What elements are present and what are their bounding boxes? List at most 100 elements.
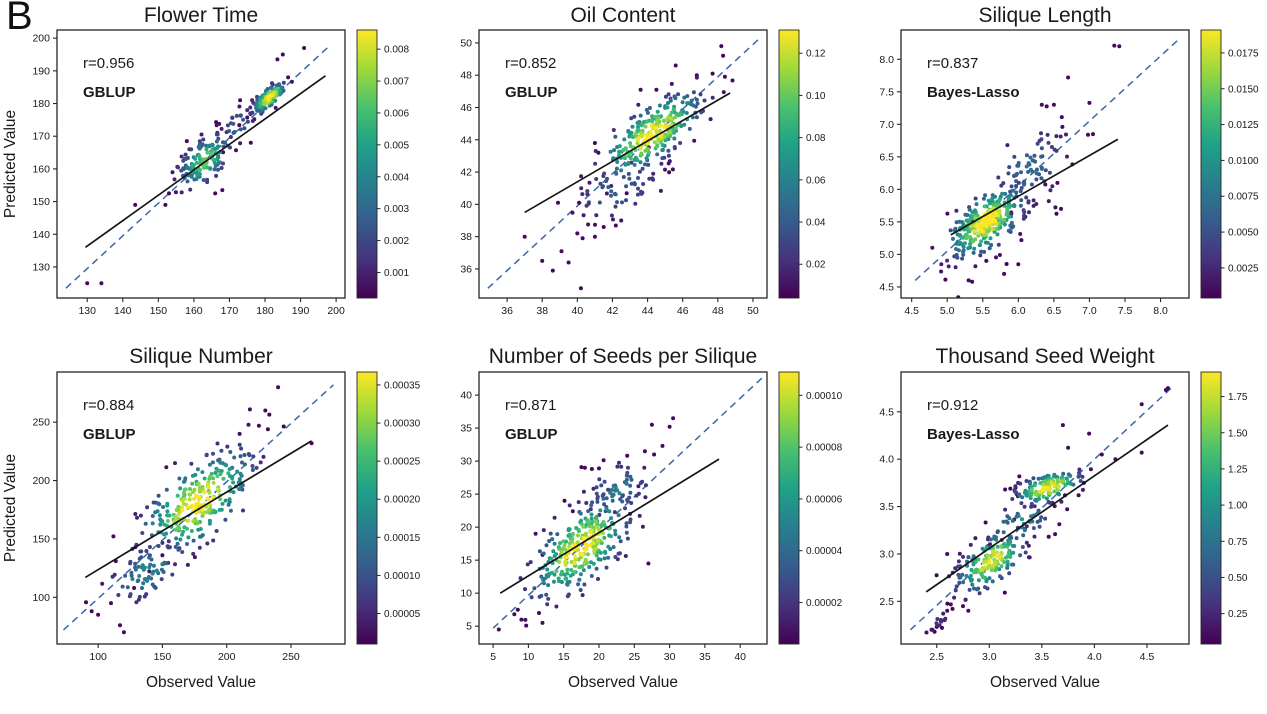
- fit-line: [84, 75, 326, 249]
- svg-text:3.5: 3.5: [1035, 651, 1050, 663]
- y-axis-label: Predicted Value: [2, 110, 19, 218]
- svg-text:1.50: 1.50: [1228, 428, 1248, 439]
- svg-text:0.00030: 0.00030: [384, 419, 421, 430]
- svg-text:100: 100: [32, 592, 50, 604]
- svg-text:7.0: 7.0: [1082, 305, 1097, 317]
- r-annotation: r=0.912: [927, 397, 978, 414]
- svg-text:0.25: 0.25: [1228, 609, 1248, 620]
- svg-text:6.5: 6.5: [1047, 305, 1062, 317]
- svg-text:35: 35: [460, 423, 472, 435]
- x-axis: 2.5 3.0 3.5 4.0 4.5: [929, 644, 1154, 663]
- method-annotation: GBLUP: [83, 426, 136, 443]
- svg-text:10: 10: [523, 651, 535, 663]
- scatter-chart: 36 38 40 42 44 46 48 50 36 38 40 42 44 46 48 50 0.02 0.04…: [460, 4, 826, 317]
- svg-text:0.004: 0.004: [384, 172, 409, 183]
- svg-text:0.0075: 0.0075: [1228, 192, 1259, 203]
- svg-text:4.5: 4.5: [1140, 651, 1155, 663]
- svg-text:0.00006: 0.00006: [806, 494, 843, 505]
- svg-text:1.25: 1.25: [1228, 464, 1248, 475]
- y-axis: 130 140 150 160 170 180 190 200: [32, 33, 57, 273]
- x-axis: 36 38 40 42 44 46 48 50: [501, 298, 759, 317]
- svg-text:44: 44: [460, 134, 472, 146]
- svg-text:150: 150: [154, 651, 172, 663]
- svg-text:4.5: 4.5: [904, 305, 919, 317]
- svg-text:0.008: 0.008: [384, 45, 409, 56]
- svg-text:7.0: 7.0: [879, 119, 894, 131]
- svg-text:0.06: 0.06: [806, 175, 826, 186]
- svg-text:5.0: 5.0: [940, 305, 955, 317]
- scatter-panel-silique-number: 100 150 200 250 100 150 200 250 0.00005 0.00010 0.…: [0, 341, 422, 714]
- svg-text:38: 38: [536, 305, 548, 317]
- fit-line: [950, 138, 1119, 236]
- svg-text:48: 48: [712, 305, 724, 317]
- x-axis-label: Observed Value: [146, 674, 256, 691]
- svg-text:150: 150: [32, 196, 50, 208]
- y-axis: 4.5 5.0 5.5 6.0 6.5 7.0 7.5 8.0: [879, 54, 901, 293]
- svg-text:140: 140: [32, 229, 50, 241]
- svg-text:0.00005: 0.00005: [384, 609, 421, 620]
- y-axis: 36 38 40 42 44 46 48 50: [460, 37, 479, 275]
- svg-text:0.0025: 0.0025: [1228, 263, 1259, 274]
- svg-text:5.0: 5.0: [879, 249, 894, 261]
- svg-text:160: 160: [185, 305, 203, 317]
- svg-text:100: 100: [89, 651, 107, 663]
- svg-text:200: 200: [327, 305, 345, 317]
- identity-line: [487, 39, 759, 289]
- svg-text:20: 20: [460, 522, 472, 534]
- svg-text:0.10: 0.10: [806, 91, 826, 102]
- scatter-panel-thousand-seed-weight: 2.5 3.0 3.5 4.0 4.5 2.5 3.0 3.5 4.0 4.5 0.25 0.50 0.…: [844, 341, 1266, 714]
- svg-text:44: 44: [642, 305, 654, 317]
- svg-text:2.5: 2.5: [929, 651, 944, 663]
- svg-text:38: 38: [460, 231, 472, 243]
- method-annotation: GBLUP: [83, 84, 136, 101]
- method-annotation: Bayes-Lasso: [927, 426, 1020, 443]
- svg-text:130: 130: [78, 305, 96, 317]
- svg-text:4.0: 4.0: [1087, 651, 1102, 663]
- x-axis-label: Observed Value: [568, 674, 678, 691]
- chart-title: Number of Seeds per Silique: [489, 345, 757, 368]
- svg-text:36: 36: [460, 263, 472, 275]
- svg-text:0.00010: 0.00010: [806, 391, 843, 402]
- scatter-points: [496, 416, 676, 632]
- colorbar: 0.00005 0.00010 0.00015 0.00020 0.00025 0.000…: [356, 371, 421, 645]
- plot-area: [56, 371, 346, 645]
- chart-title: Silique Number: [129, 345, 273, 368]
- svg-text:0.006: 0.006: [384, 108, 409, 119]
- svg-text:8.0: 8.0: [1153, 305, 1168, 317]
- r-annotation: r=0.837: [927, 55, 978, 72]
- r-annotation: r=0.884: [83, 397, 134, 414]
- plot-area: [56, 29, 346, 299]
- svg-text:5.5: 5.5: [975, 305, 990, 317]
- x-axis-label: Observed Value: [990, 674, 1100, 691]
- colorbar: 0.001 0.002 0.003 0.004 0.005 0.006 0.007 0.008: [356, 29, 409, 299]
- svg-text:0.00008: 0.00008: [806, 443, 843, 454]
- svg-text:0.00015: 0.00015: [384, 533, 421, 544]
- svg-text:180: 180: [256, 305, 274, 317]
- scatter-panel-flower-time: 130 140 150 160 170 180 190 200 130 140 150 160 170 1…: [0, 2, 422, 339]
- method-annotation: GBLUP: [505, 84, 558, 101]
- svg-text:0.003: 0.003: [384, 204, 409, 215]
- svg-text:20: 20: [593, 651, 605, 663]
- y-axis-label: Predicted Value: [2, 454, 19, 562]
- svg-text:40: 40: [460, 390, 472, 402]
- svg-text:160: 160: [32, 163, 50, 175]
- fit-line: [524, 92, 731, 214]
- svg-text:8.0: 8.0: [879, 54, 894, 66]
- svg-text:25: 25: [628, 651, 640, 663]
- svg-text:7.5: 7.5: [1118, 305, 1133, 317]
- x-axis: 100 150 200 250: [89, 644, 300, 663]
- svg-text:0.08: 0.08: [806, 133, 826, 144]
- svg-text:0.0175: 0.0175: [1228, 48, 1259, 59]
- r-annotation: r=0.956: [83, 55, 134, 72]
- svg-text:5: 5: [466, 621, 472, 633]
- svg-text:0.00025: 0.00025: [384, 457, 421, 468]
- x-axis: 4.5 5.0 5.5 6.0 6.5 7.0 7.5 8.0: [904, 298, 1168, 317]
- svg-text:0.00004: 0.00004: [806, 546, 843, 557]
- svg-text:3.0: 3.0: [982, 651, 997, 663]
- svg-text:4.0: 4.0: [879, 454, 894, 466]
- svg-text:50: 50: [747, 305, 759, 317]
- svg-text:46: 46: [460, 102, 472, 114]
- svg-text:4.5: 4.5: [879, 406, 894, 418]
- svg-text:36: 36: [501, 305, 513, 317]
- svg-text:0.12: 0.12: [806, 49, 826, 60]
